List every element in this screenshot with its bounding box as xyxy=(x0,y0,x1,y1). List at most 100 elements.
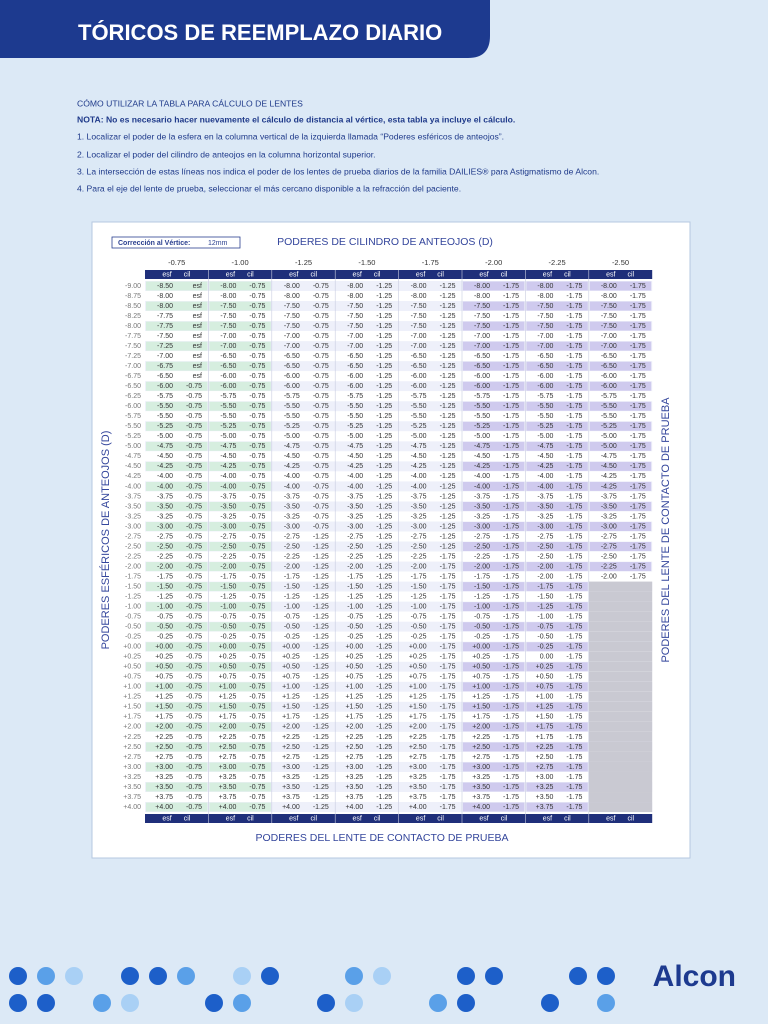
cell-esf: -0.75 xyxy=(347,614,363,621)
cell-cil: -1.75 xyxy=(566,533,582,540)
cell-cil: -1.25 xyxy=(440,353,456,360)
cell-shade xyxy=(146,542,208,552)
cell-cil: -1.25 xyxy=(376,573,392,580)
cell-cil: -1.75 xyxy=(566,714,582,721)
cell-esf: -7.50 xyxy=(411,323,427,330)
cell-cil: -0.75 xyxy=(249,423,265,430)
cell-esf: +3.00 xyxy=(282,764,300,771)
cell-shade xyxy=(526,321,588,331)
cell-cil: -0.75 xyxy=(313,323,329,330)
subheader-cil: cil xyxy=(374,272,381,279)
cell-esf: +3.00 xyxy=(409,764,427,771)
cell-shade xyxy=(526,702,588,712)
cell-cil: -1.75 xyxy=(503,523,519,530)
vertex-label: Corrección al Vértice: xyxy=(118,240,190,247)
cell-cil: -1.25 xyxy=(376,533,392,540)
cell-cil: esf xyxy=(193,363,202,370)
cell-cil: -1.25 xyxy=(440,513,456,520)
cell-cil: -1.25 xyxy=(440,483,456,490)
cell-cil: -1.75 xyxy=(503,614,519,621)
cell-shade xyxy=(589,441,652,451)
cell-shade xyxy=(463,542,525,552)
cell-esf: +0.25 xyxy=(536,664,554,671)
cell-esf: -8.00 xyxy=(411,293,427,300)
cell-esf: +2.75 xyxy=(409,754,427,761)
cell-cil: -0.75 xyxy=(313,453,329,460)
cell-esf: +3.50 xyxy=(219,784,237,791)
cell-cil: -1.25 xyxy=(376,694,392,701)
cell-shade xyxy=(463,582,525,592)
cell-esf: +3.75 xyxy=(536,804,554,811)
cell-cil: -0.75 xyxy=(249,634,265,641)
cell-cil: -0.75 xyxy=(186,453,202,460)
cell-shade xyxy=(526,562,588,572)
cell-shade xyxy=(463,722,525,732)
row-label: +0.75 xyxy=(123,674,141,681)
cell-esf: -5.75 xyxy=(537,393,553,400)
cell-esf: -4.25 xyxy=(537,463,553,470)
cell-esf: +0.25 xyxy=(345,654,363,661)
cell-cil: -1.75 xyxy=(503,664,519,671)
cell-esf: -8.00 xyxy=(347,293,363,300)
cell-cil: -1.25 xyxy=(440,503,456,510)
cell-cil: -1.25 xyxy=(313,764,329,771)
row-label: -1.75 xyxy=(125,573,141,580)
cell-cil: -0.75 xyxy=(186,704,202,711)
cell-esf: -3.50 xyxy=(537,503,553,510)
cell-cil: -1.75 xyxy=(503,654,519,661)
instructions-heading: CÓMO UTILIZAR LA TABLA PARA CÁLCULO DE L… xyxy=(77,98,303,108)
cell-esf: +1.75 xyxy=(536,724,554,731)
cell-cil: -1.25 xyxy=(440,403,456,410)
cell-shade xyxy=(526,441,588,451)
empty-cell xyxy=(588,651,653,662)
subheader-esf: esf xyxy=(416,272,425,279)
row-label: -5.25 xyxy=(125,433,141,440)
cell-cil: -0.75 xyxy=(186,654,202,661)
cell-cil: -0.75 xyxy=(249,593,265,600)
cell-cil: -1.75 xyxy=(503,734,519,741)
cell-shade xyxy=(146,582,208,592)
cell-cil: -0.75 xyxy=(249,583,265,590)
cell-esf: -1.50 xyxy=(411,583,427,590)
cell-cil: -1.75 xyxy=(566,603,582,610)
cell-cil: -1.75 xyxy=(503,373,519,380)
cell-esf: -8.00 xyxy=(157,293,173,300)
cell-cil: -0.75 xyxy=(249,573,265,580)
cell-esf: -0.50 xyxy=(284,624,300,631)
cell-esf: +3.75 xyxy=(282,794,300,801)
cell-esf: -0.75 xyxy=(537,624,553,631)
cell-cil: -1.75 xyxy=(630,343,646,350)
subheader-cil: cil xyxy=(247,272,254,279)
cell-esf: -1.75 xyxy=(157,573,173,580)
empty-cell xyxy=(588,591,653,602)
cell-shade xyxy=(209,802,271,812)
cell-cil: -1.75 xyxy=(566,553,582,560)
row-label: -6.50 xyxy=(125,383,141,390)
cell-cil: -1.25 xyxy=(376,393,392,400)
cell-cil: -0.75 xyxy=(186,523,202,530)
cell-cil: -0.75 xyxy=(186,593,202,600)
cell-cil: -0.75 xyxy=(313,493,329,500)
cell-esf: +0.50 xyxy=(345,664,363,671)
cell-esf: -3.25 xyxy=(284,513,300,520)
cell-esf: -7.75 xyxy=(157,313,173,320)
cell-cil: -1.75 xyxy=(503,463,519,470)
cell-esf: +0.00 xyxy=(472,644,490,651)
cell-cil: -0.75 xyxy=(186,734,202,741)
cell-esf: -4.25 xyxy=(220,463,236,470)
empty-cell xyxy=(588,661,653,672)
vertex-value: 12mm xyxy=(208,240,228,247)
cell-cil: -1.75 xyxy=(503,563,519,570)
cell-esf: +1.25 xyxy=(409,694,427,701)
cell-shade xyxy=(209,401,271,411)
cell-esf: +0.00 xyxy=(282,644,300,651)
cell-shade xyxy=(463,742,525,752)
cell-shade xyxy=(526,341,588,351)
cell-cil: -1.75 xyxy=(566,473,582,480)
cell-shade xyxy=(146,301,208,311)
cell-cil: -1.75 xyxy=(503,684,519,691)
cell-cil: -1.75 xyxy=(503,573,519,580)
cell-cil: -0.75 xyxy=(313,473,329,480)
cell-cil: -1.75 xyxy=(503,293,519,300)
cell-cil: -1.75 xyxy=(503,363,519,370)
